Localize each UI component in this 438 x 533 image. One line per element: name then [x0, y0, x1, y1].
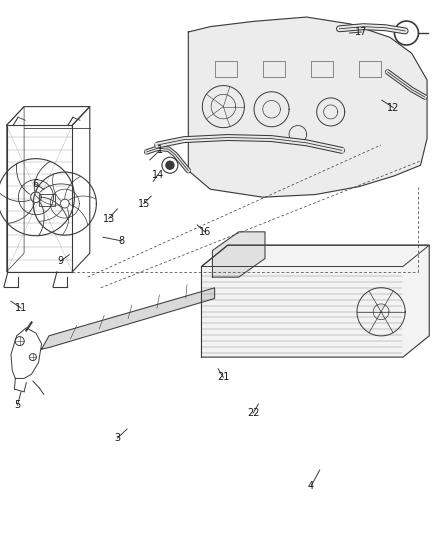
Text: 3: 3 — [114, 433, 120, 443]
Text: 1: 1 — [157, 146, 163, 155]
Bar — [263, 61, 285, 77]
Text: 5: 5 — [14, 400, 21, 410]
Bar — [215, 61, 237, 77]
Text: 9: 9 — [57, 256, 64, 266]
Text: 8: 8 — [119, 236, 125, 246]
Text: 22: 22 — [247, 408, 259, 418]
Text: 17: 17 — [355, 27, 367, 37]
Polygon shape — [212, 232, 265, 277]
Polygon shape — [188, 17, 427, 197]
Text: 21: 21 — [217, 373, 230, 382]
Text: 15: 15 — [138, 199, 150, 208]
Text: 12: 12 — [387, 103, 399, 112]
Text: 11: 11 — [15, 303, 27, 313]
Text: 13: 13 — [102, 214, 115, 223]
Polygon shape — [42, 288, 215, 349]
Text: 4: 4 — [308, 481, 314, 491]
Circle shape — [166, 161, 174, 169]
Polygon shape — [201, 245, 429, 357]
Bar — [359, 61, 381, 77]
Bar — [311, 61, 333, 77]
Text: 14: 14 — [152, 170, 164, 180]
Bar — [39, 194, 55, 206]
Text: 6: 6 — [32, 179, 38, 189]
Text: 16: 16 — [199, 227, 211, 237]
